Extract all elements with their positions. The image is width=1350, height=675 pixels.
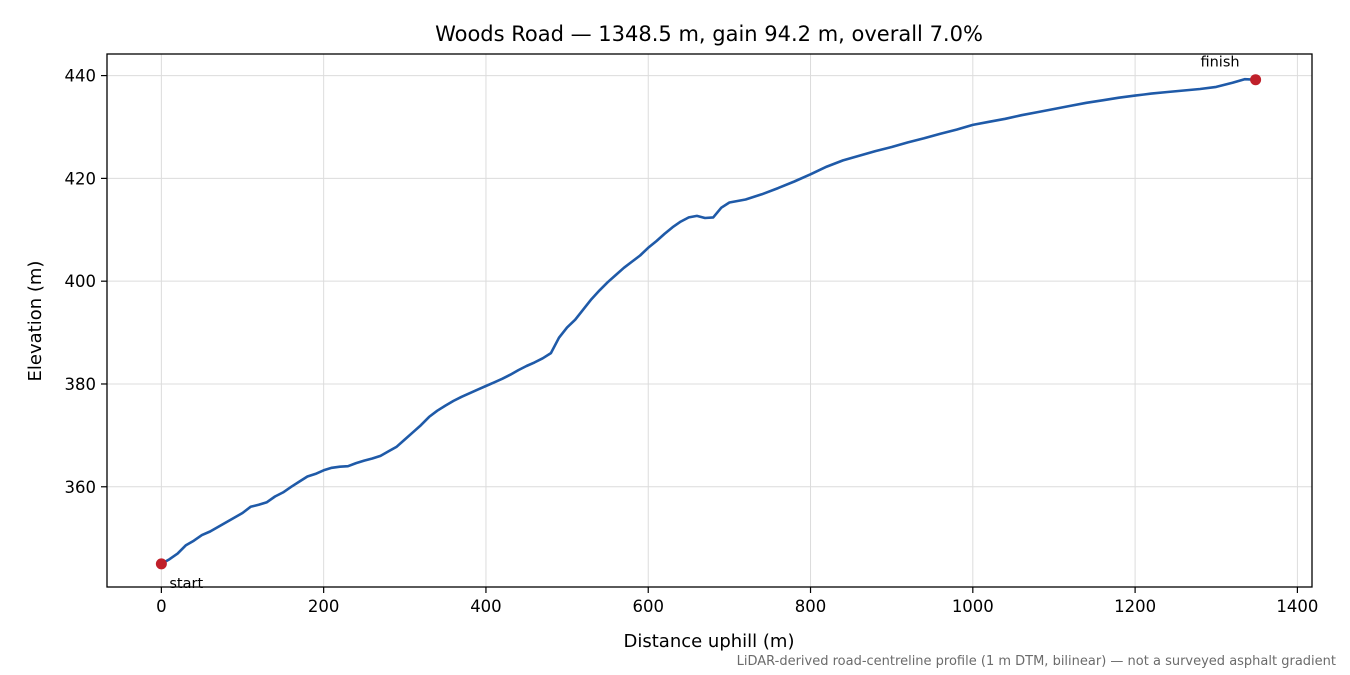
x-tick-label: 200 <box>308 597 340 616</box>
plot-frame <box>106 53 1313 588</box>
x-tick-label: 600 <box>632 597 664 616</box>
start-label: start <box>169 576 203 592</box>
x-tick-label: 1400 <box>1276 597 1318 616</box>
finish-marker <box>1250 74 1262 86</box>
y-axis-label: Elevation (m) <box>25 261 46 382</box>
finish-label: finish <box>1200 55 1239 71</box>
y-tick-label: 380 <box>65 375 97 394</box>
y-tick-label: 360 <box>65 478 97 497</box>
x-tick-label: 1200 <box>1114 597 1156 616</box>
start-marker <box>155 558 167 570</box>
x-tick-label: 1000 <box>952 597 994 616</box>
footnote: LiDAR-derived road-centreline profile (1… <box>737 654 1336 669</box>
chart-title: Woods Road — 1348.5 m, gain 94.2 m, over… <box>435 22 983 46</box>
x-axis-label: Distance uphill (m) <box>624 631 795 652</box>
elevation-profile-line <box>160 77 1256 566</box>
y-tick-label: 420 <box>65 169 97 188</box>
marker-layer: start finish <box>155 55 1262 592</box>
grid-lines <box>107 54 1312 587</box>
y-tick-label: 400 <box>65 272 97 291</box>
axis-ticks: 0 200 400 600 800 1000 1200 1400 360 380 400 420 440 <box>65 67 1319 616</box>
x-tick-label: 0 <box>156 597 167 616</box>
y-tick-label: 440 <box>65 67 97 86</box>
series-layer <box>160 77 1256 566</box>
x-tick-label: 400 <box>470 597 502 616</box>
x-tick-label: 800 <box>795 597 827 616</box>
